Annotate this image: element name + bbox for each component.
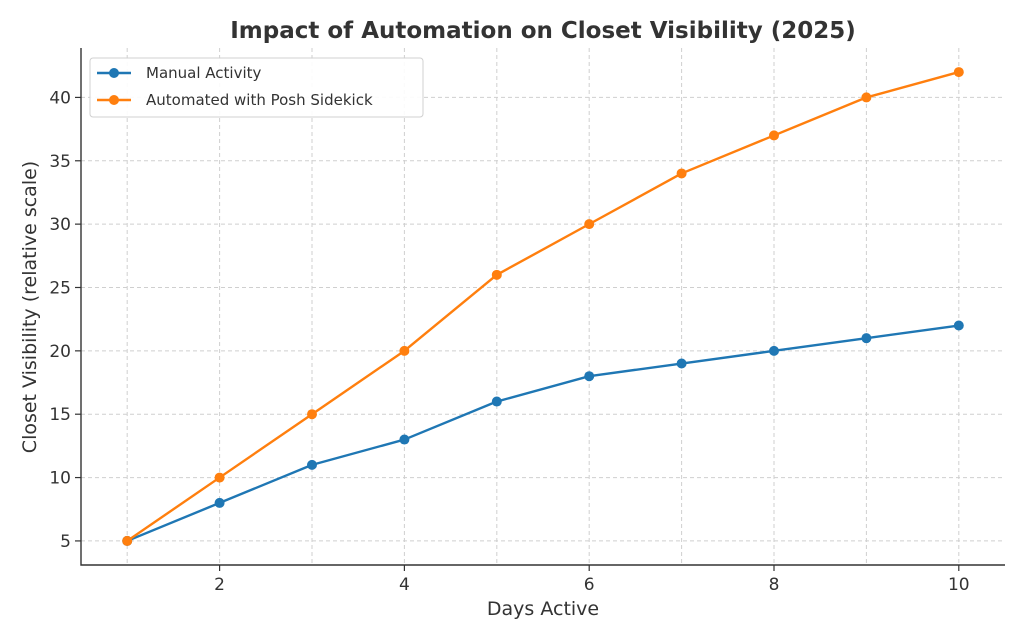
axis-spines (80, 48, 1005, 566)
data-point (399, 434, 410, 445)
x-tick-label: 10 (948, 575, 970, 595)
x-axis-ticks: 2 4 6 8 10 (214, 565, 970, 595)
series-line (126, 324, 959, 543)
legend-label: Automated with Posh Sidekick (146, 91, 373, 109)
x-tick-label: 8 (769, 575, 780, 595)
data-point (584, 219, 595, 230)
data-point (584, 371, 595, 382)
series-line (126, 70, 960, 542)
data-point (953, 320, 964, 331)
data-point (676, 168, 687, 179)
data-point (491, 269, 502, 280)
y-axis-label: Closet Visibility (relative scale) (19, 161, 41, 453)
y-tick-label: 30 (49, 215, 71, 235)
data-point (769, 345, 779, 356)
legend-box (89, 57, 424, 118)
x-tick-label: 2 (214, 575, 225, 595)
legend-marker (109, 68, 119, 78)
data-point (861, 92, 872, 103)
series-automated-posh-sidekick (122, 67, 964, 546)
x-axis-label: Days Active (487, 598, 599, 620)
legend-entry: Manual Activity (97, 64, 261, 82)
data-point (214, 497, 225, 508)
y-tick-label: 35 (49, 152, 71, 172)
y-tick-label: 5 (60, 532, 71, 552)
data-point (676, 358, 687, 369)
legend-label: Manual Activity (146, 64, 261, 82)
legend-marker (109, 95, 119, 105)
y-tick-label: 10 (49, 469, 71, 489)
data-point (953, 67, 964, 78)
axes (80, 48, 1005, 566)
y-axis-ticks: 5 10 15 20 25 30 35 40 (49, 88, 81, 552)
y-tick-label: 40 (49, 88, 71, 108)
chart-title: Impact of Automation on Closet Visibilit… (230, 18, 856, 44)
data-point (769, 130, 779, 141)
y-tick-label: 15 (49, 405, 71, 425)
x-tick-label: 6 (584, 575, 595, 595)
legend-entry: Automated with Posh Sidekick (97, 91, 373, 109)
data-point (307, 409, 317, 420)
data-point (861, 333, 872, 344)
data-point (399, 345, 410, 356)
data-point (491, 396, 502, 407)
series-manual-activity (122, 320, 964, 546)
series-group (122, 67, 964, 546)
x-tick-label: 4 (399, 575, 410, 595)
legend: Manual Activity Automated with Posh Sidek… (89, 57, 424, 118)
data-point (214, 472, 225, 483)
y-tick-label: 20 (49, 342, 71, 362)
data-point (307, 459, 317, 470)
data-point (122, 535, 133, 546)
grid (81, 48, 1005, 565)
y-tick-label: 25 (49, 278, 71, 298)
